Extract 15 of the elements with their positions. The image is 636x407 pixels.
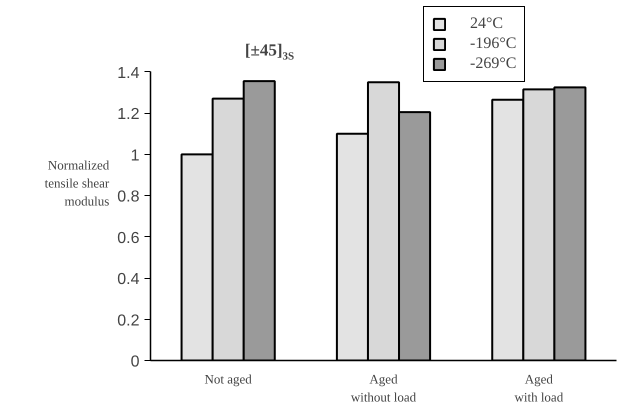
y-tick-label: 0.6 [117,230,140,247]
y-tick-label: 1.2 [117,106,140,124]
y-tick-label: 0.4 [117,271,140,288]
x-tick-label: Aged with load [514,372,564,404]
y-tick-label: 1 [130,147,140,164]
x-tick-label: Not aged [204,372,252,386]
legend-label: 24°C [470,15,504,33]
legend-label: -196°C [470,35,516,53]
y-tick-label: 0.2 [117,312,140,330]
y-tick-label: 0 [130,354,140,370]
y-tick-label: 0.8 [117,188,140,206]
y-tick-label: 1.4 [117,64,140,82]
legend-label: -269°C [470,55,516,73]
x-tick-label: Aged without load [350,372,417,404]
y-axis-title: Normalized tensile shear modulus [44,158,110,208]
